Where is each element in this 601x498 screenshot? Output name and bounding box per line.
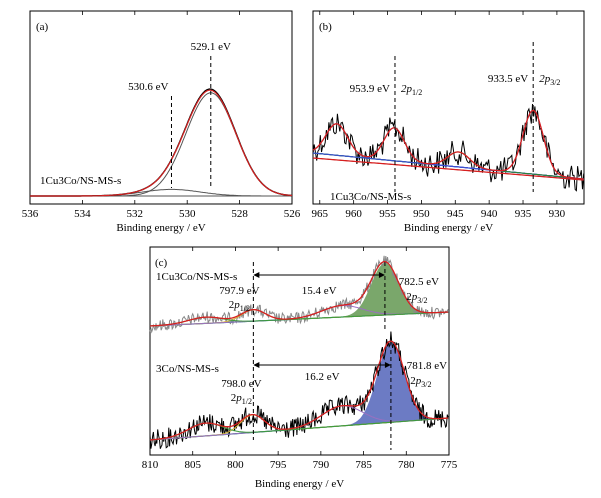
panel-c-xtick-label: 780 — [398, 459, 415, 471]
panel-c-peak-label: 797.9 eV — [219, 285, 259, 297]
panel-c-envelope — [149, 261, 449, 327]
panel-b-xtick-label: 940 — [481, 208, 498, 220]
panel-a-xlabel: Binding energy / eV — [116, 222, 205, 234]
panel-b-xtick-label: 955 — [379, 208, 396, 220]
panel-c-xlabel: Binding energy / eV — [255, 478, 344, 490]
panel-a-xtick-label: 532 — [127, 208, 144, 220]
panel-c-filled-peak — [150, 263, 449, 326]
panel-c-xtick-label: 790 — [313, 459, 330, 471]
panel-b-annotation: 933.5 eV — [488, 73, 528, 85]
panel-a-label: (a) — [36, 21, 49, 33]
panel-c-orbital-label: 2p3/2 — [410, 375, 431, 389]
panel-b-xtick-label: 935 — [515, 208, 532, 220]
panel-b-xtick-label: 930 — [549, 208, 566, 220]
panel-c-split-arrow-top-head-right — [378, 272, 385, 278]
panel-b-sample-label: 1Cu3Co/NS-MS-s — [330, 191, 411, 203]
panel-c-peak-label: 798.0 eV — [221, 378, 261, 390]
panel-b-xlabel: Binding energy / eV — [404, 222, 493, 234]
panel-b-frame — [312, 10, 585, 205]
panel-c-label: (c) — [155, 257, 168, 269]
panel-b-annotation: 953.9 eV — [350, 83, 390, 95]
panel-c-split-bottom: 16.2 eV — [305, 371, 340, 383]
panel-a-xtick-label: 526 — [284, 208, 301, 220]
panel-c-orbital-label: 2p1/2 — [229, 299, 250, 313]
panel-c-orbital-label: 2p3/2 — [406, 291, 427, 305]
panel-c-peak-label: 782.5 eV — [399, 276, 439, 288]
panel-b-envelope — [312, 109, 584, 180]
panel-c-series-name-bottom: 3Co/NS-MS-s — [156, 363, 219, 375]
panel-b-label: (b) — [319, 21, 332, 33]
panel-a-envelope — [30, 89, 293, 197]
panel-c-split-arrow-bottom-head-right — [384, 362, 391, 368]
panel-c-peak-label: 781.8 eV — [407, 360, 447, 372]
panel-c-split-top: 15.4 eV — [302, 285, 337, 297]
panel-a-frame — [29, 10, 293, 205]
panel-c-frame — [149, 246, 450, 456]
panel-c-series-name-top: 1Cu3Co/NS-MS-s — [156, 271, 237, 283]
panel-a-xtick-label: 530 — [179, 208, 196, 220]
panel-a-xtick-label: 528 — [231, 208, 248, 220]
panel-b-xtick-label: 960 — [345, 208, 362, 220]
panel-c-orbital-label: 2p1/2 — [231, 392, 252, 406]
panel-b-baseline-red — [312, 157, 584, 181]
panel-c-xtick-label: 795 — [270, 459, 287, 471]
panel-b-orbital-label: 2p3/2 — [539, 73, 560, 87]
panel-c-xtick-label: 775 — [441, 459, 458, 471]
panel-b-fit-peak — [312, 123, 584, 180]
panel-a-fit-peak-530.6 — [30, 188, 292, 197]
panel-b-xtick-label: 945 — [447, 208, 464, 220]
panel-b-orbital-label: 2p1/2 — [401, 83, 422, 97]
panel-b-xtick-label: 965 — [312, 208, 329, 220]
panel-a-annotation: 530.6 eV — [128, 81, 168, 93]
panel-c-xtick-label: 805 — [184, 459, 201, 471]
panel-a-annotation: 529.1 eV — [191, 41, 231, 53]
panel-a-xtick-label: 534 — [74, 208, 91, 220]
panel-c-envelope — [150, 340, 449, 441]
panel-c-filled-peak — [150, 342, 449, 440]
panel-c-xtick-label: 800 — [227, 459, 244, 471]
panel-c-split-arrow-top-head-left — [253, 272, 260, 278]
panel-a-sample-label: 1Cu3Co/NS-MS-s — [40, 175, 121, 187]
panel-c-xtick-label: 810 — [142, 459, 159, 471]
panel-b-xtick-label: 950 — [413, 208, 430, 220]
panel-c-split-arrow-bottom-head-left — [253, 362, 260, 368]
panel-a-xtick-label: 536 — [22, 208, 39, 220]
panel-c-xtick-label: 785 — [355, 459, 372, 471]
